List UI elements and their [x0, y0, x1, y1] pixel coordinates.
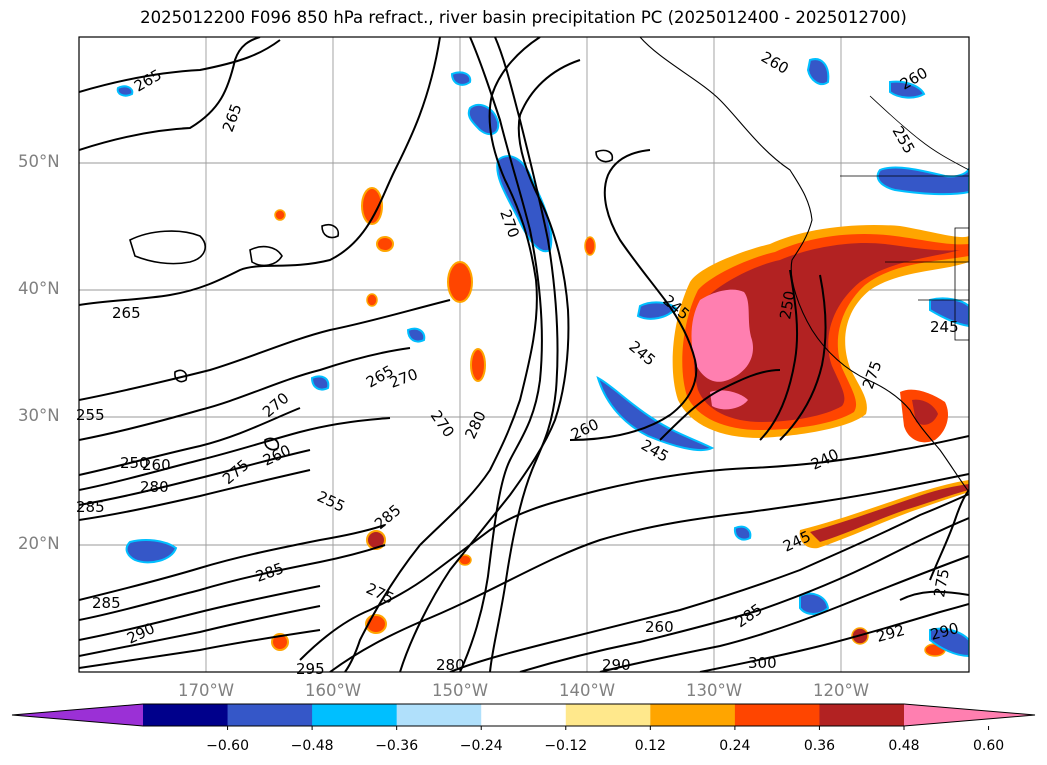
colorbar-tick-label: 0.60 [972, 738, 1005, 754]
contour-label: 260 [142, 456, 171, 474]
contour-label: 280 [436, 656, 465, 674]
contour-label: 260 [645, 618, 674, 636]
lon-label-160w: 160°W [304, 681, 362, 700]
lat-label-20n: 20°N [18, 534, 60, 553]
coastline-inland [869, 95, 969, 171]
refractivity-contour-islands [129, 149, 614, 451]
contour-label: 245 [930, 318, 959, 336]
contour-label: 280 [140, 478, 169, 496]
contour-label: 290 [602, 656, 631, 674]
contour-label: 300 [748, 654, 777, 672]
refractivity-contours [79, 37, 969, 672]
lon-label-120w: 120°W [812, 681, 870, 700]
colorbar-cell [396, 704, 482, 726]
contour-label: 295 [296, 660, 325, 678]
colorbar-cell [819, 704, 905, 726]
contour-label: 250 [120, 454, 149, 472]
colorbar-extend-max [904, 704, 1035, 726]
lon-label-170w: 170°W [177, 681, 235, 700]
precip-negative-anomaly [116, 58, 969, 658]
colorbar-cell [481, 704, 567, 726]
colorbar-tick-label: −0.12 [544, 738, 588, 754]
colorbar-tick-label: −0.60 [206, 738, 249, 754]
colorbar-cell [227, 704, 313, 726]
contour-label: 255 [76, 406, 105, 424]
colorbar-cell [565, 704, 651, 726]
contour-label: 285 [76, 498, 105, 516]
lon-label-140w: 140°W [558, 681, 616, 700]
lat-label-50n: 50°N [18, 152, 60, 171]
contour-label: 275 [930, 567, 953, 598]
colorbar-cell [143, 704, 229, 726]
map-border [78, 36, 970, 673]
colorbar-tick-label: 0.48 [888, 738, 920, 754]
contour-label: 265 [112, 304, 141, 322]
state-borders [840, 175, 969, 341]
contour-label: 250 [776, 289, 799, 320]
lon-label-150w: 150°W [431, 681, 489, 700]
contour-label: 285 [92, 594, 121, 612]
colorbar-tick-label: −0.24 [459, 738, 503, 754]
lat-label-30n: 30°N [18, 406, 60, 425]
colorbar-cell [650, 704, 736, 726]
colorbar-tick-label: 0.12 [634, 738, 666, 754]
map-title: 2025012200 F096 850 hPa refract., river … [140, 8, 907, 27]
colorbar-extend-min [12, 704, 143, 726]
colorbar-cell [312, 704, 398, 726]
lat-label-40n: 40°N [18, 279, 60, 298]
colorbar-tick-label: −0.36 [375, 738, 419, 754]
colorbar [11, 703, 1036, 730]
colorbar-cell [734, 704, 820, 726]
colorbar-tick-label: 0.24 [719, 738, 751, 754]
lon-label-130w: 130°W [685, 681, 743, 700]
colorbar-tick-label: 0.36 [803, 738, 836, 754]
colorbar-tick-label: −0.48 [290, 738, 334, 754]
